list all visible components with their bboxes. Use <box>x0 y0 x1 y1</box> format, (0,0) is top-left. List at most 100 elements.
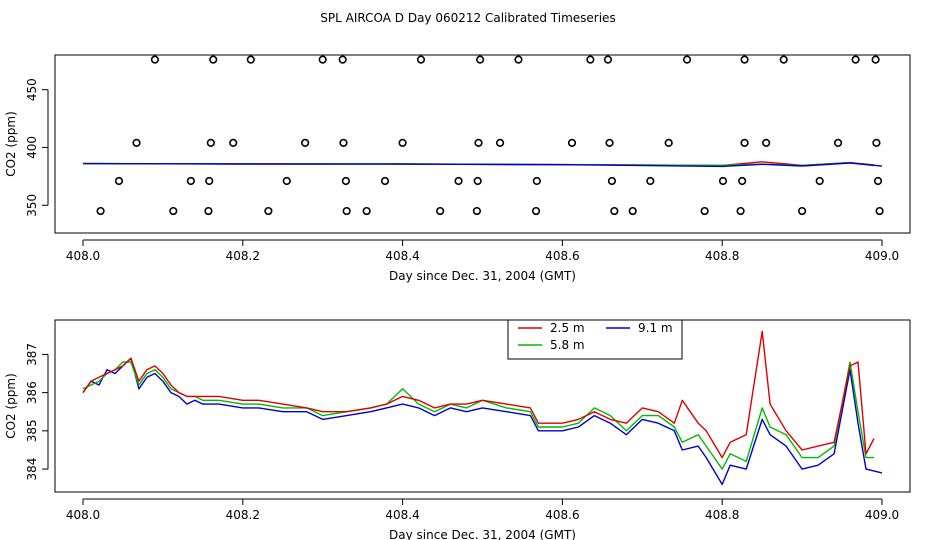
series-line-9-1-m <box>82 357 883 486</box>
data-point-marker <box>873 176 883 186</box>
data-point-marker <box>740 138 749 147</box>
data-point-marker <box>738 176 747 186</box>
x-tick-label: 408.8 <box>705 249 739 263</box>
data-point-marker <box>682 55 692 64</box>
y-tick-label: 350 <box>25 194 39 217</box>
series-line-9-1-m <box>82 162 883 168</box>
data-point-marker <box>338 55 347 64</box>
data-point-marker <box>815 176 824 186</box>
data-point-marker <box>607 176 617 186</box>
data-point-marker <box>646 176 655 186</box>
data-point-marker <box>362 206 371 216</box>
data-point-marker <box>872 138 881 147</box>
data-point-marker <box>436 206 445 216</box>
data-point-marker <box>628 206 637 216</box>
legend: 2.5 m 5.8 m 9.1 m <box>507 319 683 360</box>
data-point-marker <box>603 55 613 64</box>
y-tick-label: 387 <box>25 343 39 366</box>
data-point-marker <box>833 138 843 147</box>
data-point-marker <box>96 206 105 216</box>
series-line-5-8-m <box>82 361 874 470</box>
data-point-marker <box>132 138 141 147</box>
x-tick-label: 408.6 <box>545 508 579 522</box>
data-point-marker <box>472 206 482 216</box>
data-point-marker <box>871 55 880 64</box>
data-point-marker <box>610 206 619 216</box>
top-plot-frame <box>54 54 911 234</box>
x-tick-label: 408.2 <box>226 249 260 263</box>
data-point-marker <box>605 138 614 147</box>
bottom-y-axis: 384 385 386 387 <box>25 343 49 481</box>
data-point-marker <box>114 176 124 186</box>
data-point-marker <box>204 206 213 216</box>
data-point-marker <box>495 138 505 147</box>
figure-title: SPL AIRCOA D Day 060212 Calibrated Times… <box>320 11 615 25</box>
data-point-marker <box>567 138 577 147</box>
y-tick-label: 384 <box>25 458 39 481</box>
data-point-marker <box>301 138 310 147</box>
x-tick-label: 409.0 <box>865 508 899 522</box>
data-point-marker <box>150 55 160 64</box>
x-tick-label: 408.4 <box>385 508 419 522</box>
data-point-marker <box>473 176 482 186</box>
bottom-y-axis-label: CO2 (ppm) <box>4 373 18 439</box>
legend-label: 2.5 m <box>550 321 585 335</box>
data-point-marker <box>586 55 595 64</box>
data-point-marker <box>339 138 348 147</box>
bottom-plot-frame <box>54 319 911 493</box>
x-tick-label: 408.2 <box>226 508 260 522</box>
data-point-marker <box>454 176 463 186</box>
data-point-marker <box>514 55 523 64</box>
data-point-marker <box>700 206 709 216</box>
data-point-marker <box>797 206 807 216</box>
x-tick-label: 408.0 <box>66 249 100 263</box>
data-point-marker <box>342 206 351 216</box>
data-point-marker <box>380 176 390 186</box>
top-x-axis-label: Day since Dec. 31, 2004 (GMT) <box>389 269 576 283</box>
data-point-marker <box>740 55 749 64</box>
data-point-marker <box>736 206 745 216</box>
data-point-marker <box>762 138 771 147</box>
data-point-marker <box>205 176 214 186</box>
x-tick-label: 408.8 <box>705 508 739 522</box>
data-point-marker <box>169 206 178 216</box>
x-tick-label: 408.6 <box>545 249 579 263</box>
y-tick-label: 386 <box>25 381 39 404</box>
bottom-x-axis: 408.0 408.2 408.4 408.6 408.8 409.0 <box>66 498 899 522</box>
series-line-2-5-m <box>82 330 875 459</box>
top-panel: 408.0 408.2 408.4 408.6 408.8 409.0 350 400 450… <box>4 54 911 283</box>
y-tick-label: 400 <box>25 136 39 159</box>
top-y-axis-label: CO2 (ppm) <box>4 111 18 177</box>
data-point-marker <box>664 138 673 147</box>
legend-box <box>507 319 683 360</box>
data-point-marker <box>416 55 426 64</box>
data-point-marker <box>779 55 788 64</box>
x-tick-label: 409.0 <box>865 249 899 263</box>
data-point-marker <box>474 138 483 147</box>
data-point-marker <box>246 55 255 64</box>
data-point-marker <box>851 55 860 64</box>
top-plot-marks <box>82 55 884 216</box>
data-point-marker <box>229 138 238 147</box>
data-point-marker <box>186 176 195 186</box>
data-point-marker <box>531 206 541 216</box>
data-point-marker <box>209 55 218 64</box>
bottom-panel: 408.0 408.2 408.4 408.6 408.8 409.0 384 385 386… <box>4 319 911 540</box>
x-tick-label: 408.0 <box>66 508 100 522</box>
top-y-axis: 350 400 450 <box>25 78 49 217</box>
data-point-marker <box>264 206 273 216</box>
data-point-marker <box>875 206 884 216</box>
data-point-marker <box>476 55 485 64</box>
data-point-marker <box>318 55 327 64</box>
data-point-marker <box>718 176 728 186</box>
data-point-marker <box>341 176 350 186</box>
data-point-marker <box>206 138 215 147</box>
data-point-marker <box>532 176 541 186</box>
legend-label: 5.8 m <box>550 338 585 352</box>
bottom-plot-marks <box>82 330 883 486</box>
top-x-axis: 408.0 408.2 408.4 408.6 408.8 409.0 <box>66 239 899 263</box>
legend-label: 9.1 m <box>638 321 673 335</box>
data-point-marker <box>398 138 407 147</box>
y-tick-label: 450 <box>25 78 39 101</box>
